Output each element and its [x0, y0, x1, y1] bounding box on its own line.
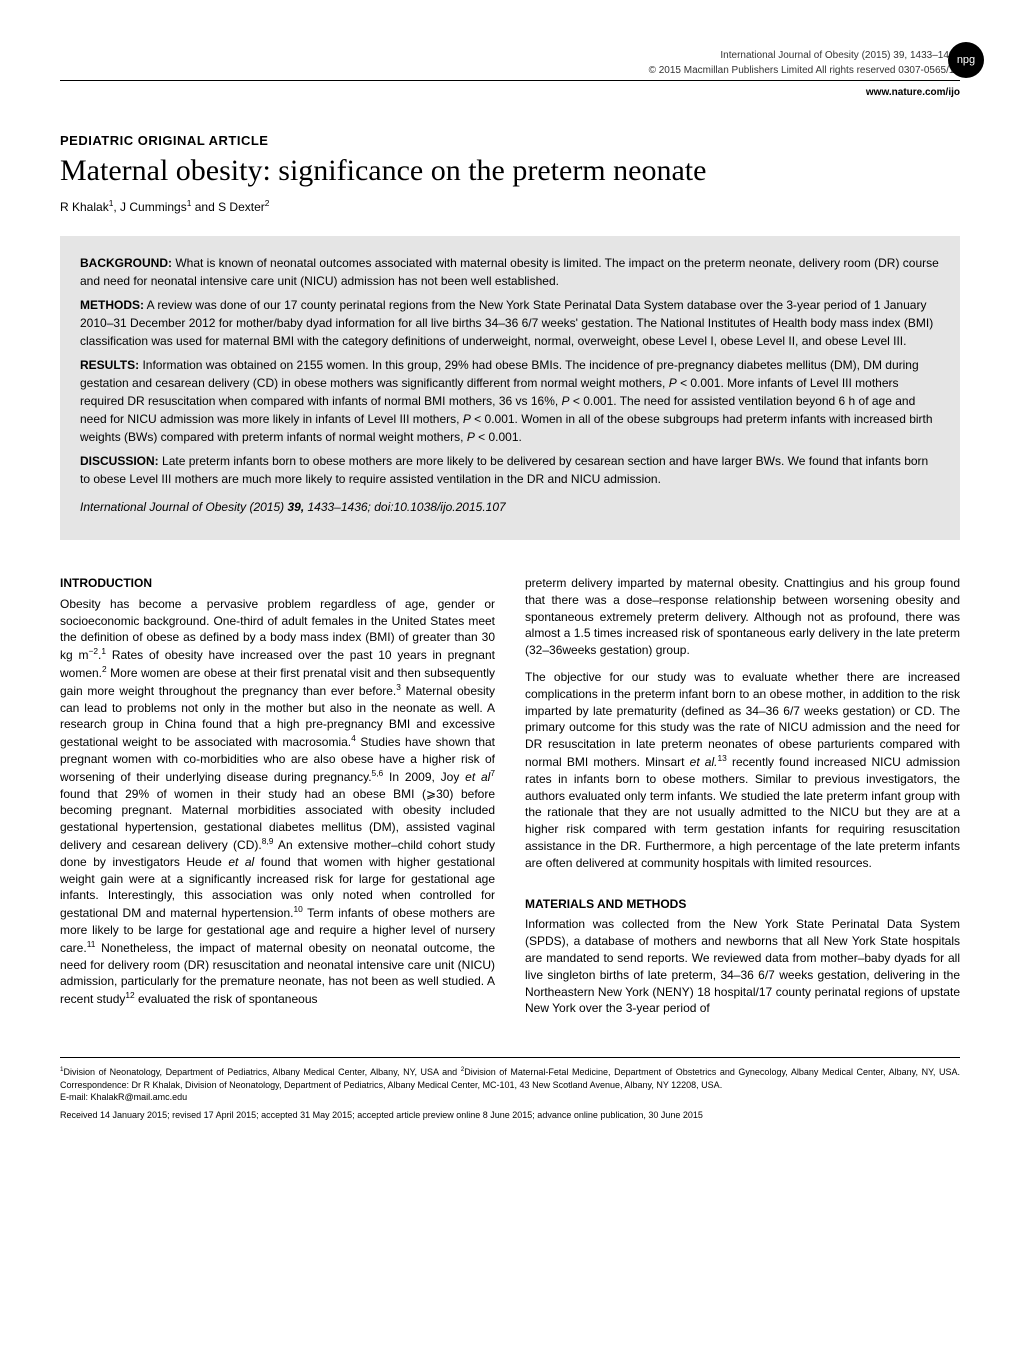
introduction-paragraph-1: Obesity has become a pervasive problem r…	[60, 596, 495, 1008]
website-url: www.nature.com/ijo	[60, 87, 960, 98]
header-rule	[60, 80, 960, 81]
abstract-background-label: BACKGROUND:	[80, 256, 172, 270]
abstract-background: BACKGROUND: What is known of neonatal ou…	[80, 254, 940, 290]
abstract-results-text: Information was obtained on 2155 women. …	[80, 358, 933, 444]
abstract-methods: METHODS: A review was done of our 17 cou…	[80, 296, 940, 350]
affiliations: 1Division of Neonatology, Department of …	[60, 1066, 960, 1091]
abstract-methods-label: METHODS:	[80, 298, 144, 312]
abstract-results: RESULTS: Information was obtained on 215…	[80, 356, 940, 446]
introduction-heading: INTRODUCTION	[60, 575, 495, 592]
footer-rule	[60, 1057, 960, 1058]
journal-reference: International Journal of Obesity (2015) …	[60, 50, 960, 61]
abstract-discussion: DISCUSSION: Late preterm infants born to…	[80, 452, 940, 488]
abstract-box: BACKGROUND: What is known of neonatal ou…	[60, 236, 960, 540]
introduction-paragraph-3: The objective for our study was to evalu…	[525, 669, 960, 872]
abstract-results-label: RESULTS:	[80, 358, 139, 372]
article-type: PEDIATRIC ORIGINAL ARTICLE	[60, 133, 960, 148]
left-column: INTRODUCTION Obesity has become a pervas…	[60, 575, 495, 1027]
body-columns: INTRODUCTION Obesity has become a pervas…	[60, 575, 960, 1027]
copyright-line: © 2015 Macmillan Publishers Limited All …	[60, 65, 960, 76]
right-column: preterm delivery imparted by maternal ob…	[525, 575, 960, 1027]
abstract-methods-text: A review was done of our 17 county perin…	[80, 298, 933, 348]
received-dates: Received 14 January 2015; revised 17 Apr…	[60, 1110, 960, 1120]
methods-heading: MATERIALS AND METHODS	[525, 896, 960, 913]
abstract-discussion-label: DISCUSSION:	[80, 454, 159, 468]
npg-badge: npg	[948, 42, 984, 78]
abstract-background-text: What is known of neonatal outcomes assoc…	[80, 256, 939, 288]
article-title: Maternal obesity: significance on the pr…	[60, 154, 960, 188]
methods-paragraph-1: Information was collected from the New Y…	[525, 916, 960, 1017]
abstract-discussion-text: Late preterm infants born to obese mothe…	[80, 454, 928, 486]
author-list: R Khalak1, J Cummings1 and S Dexter2	[60, 198, 960, 214]
correspondence-email: E-mail: KhalakR@mail.amc.edu	[60, 1091, 960, 1104]
abstract-citation: International Journal of Obesity (2015) …	[80, 498, 940, 516]
introduction-paragraph-2: preterm delivery imparted by maternal ob…	[525, 575, 960, 659]
